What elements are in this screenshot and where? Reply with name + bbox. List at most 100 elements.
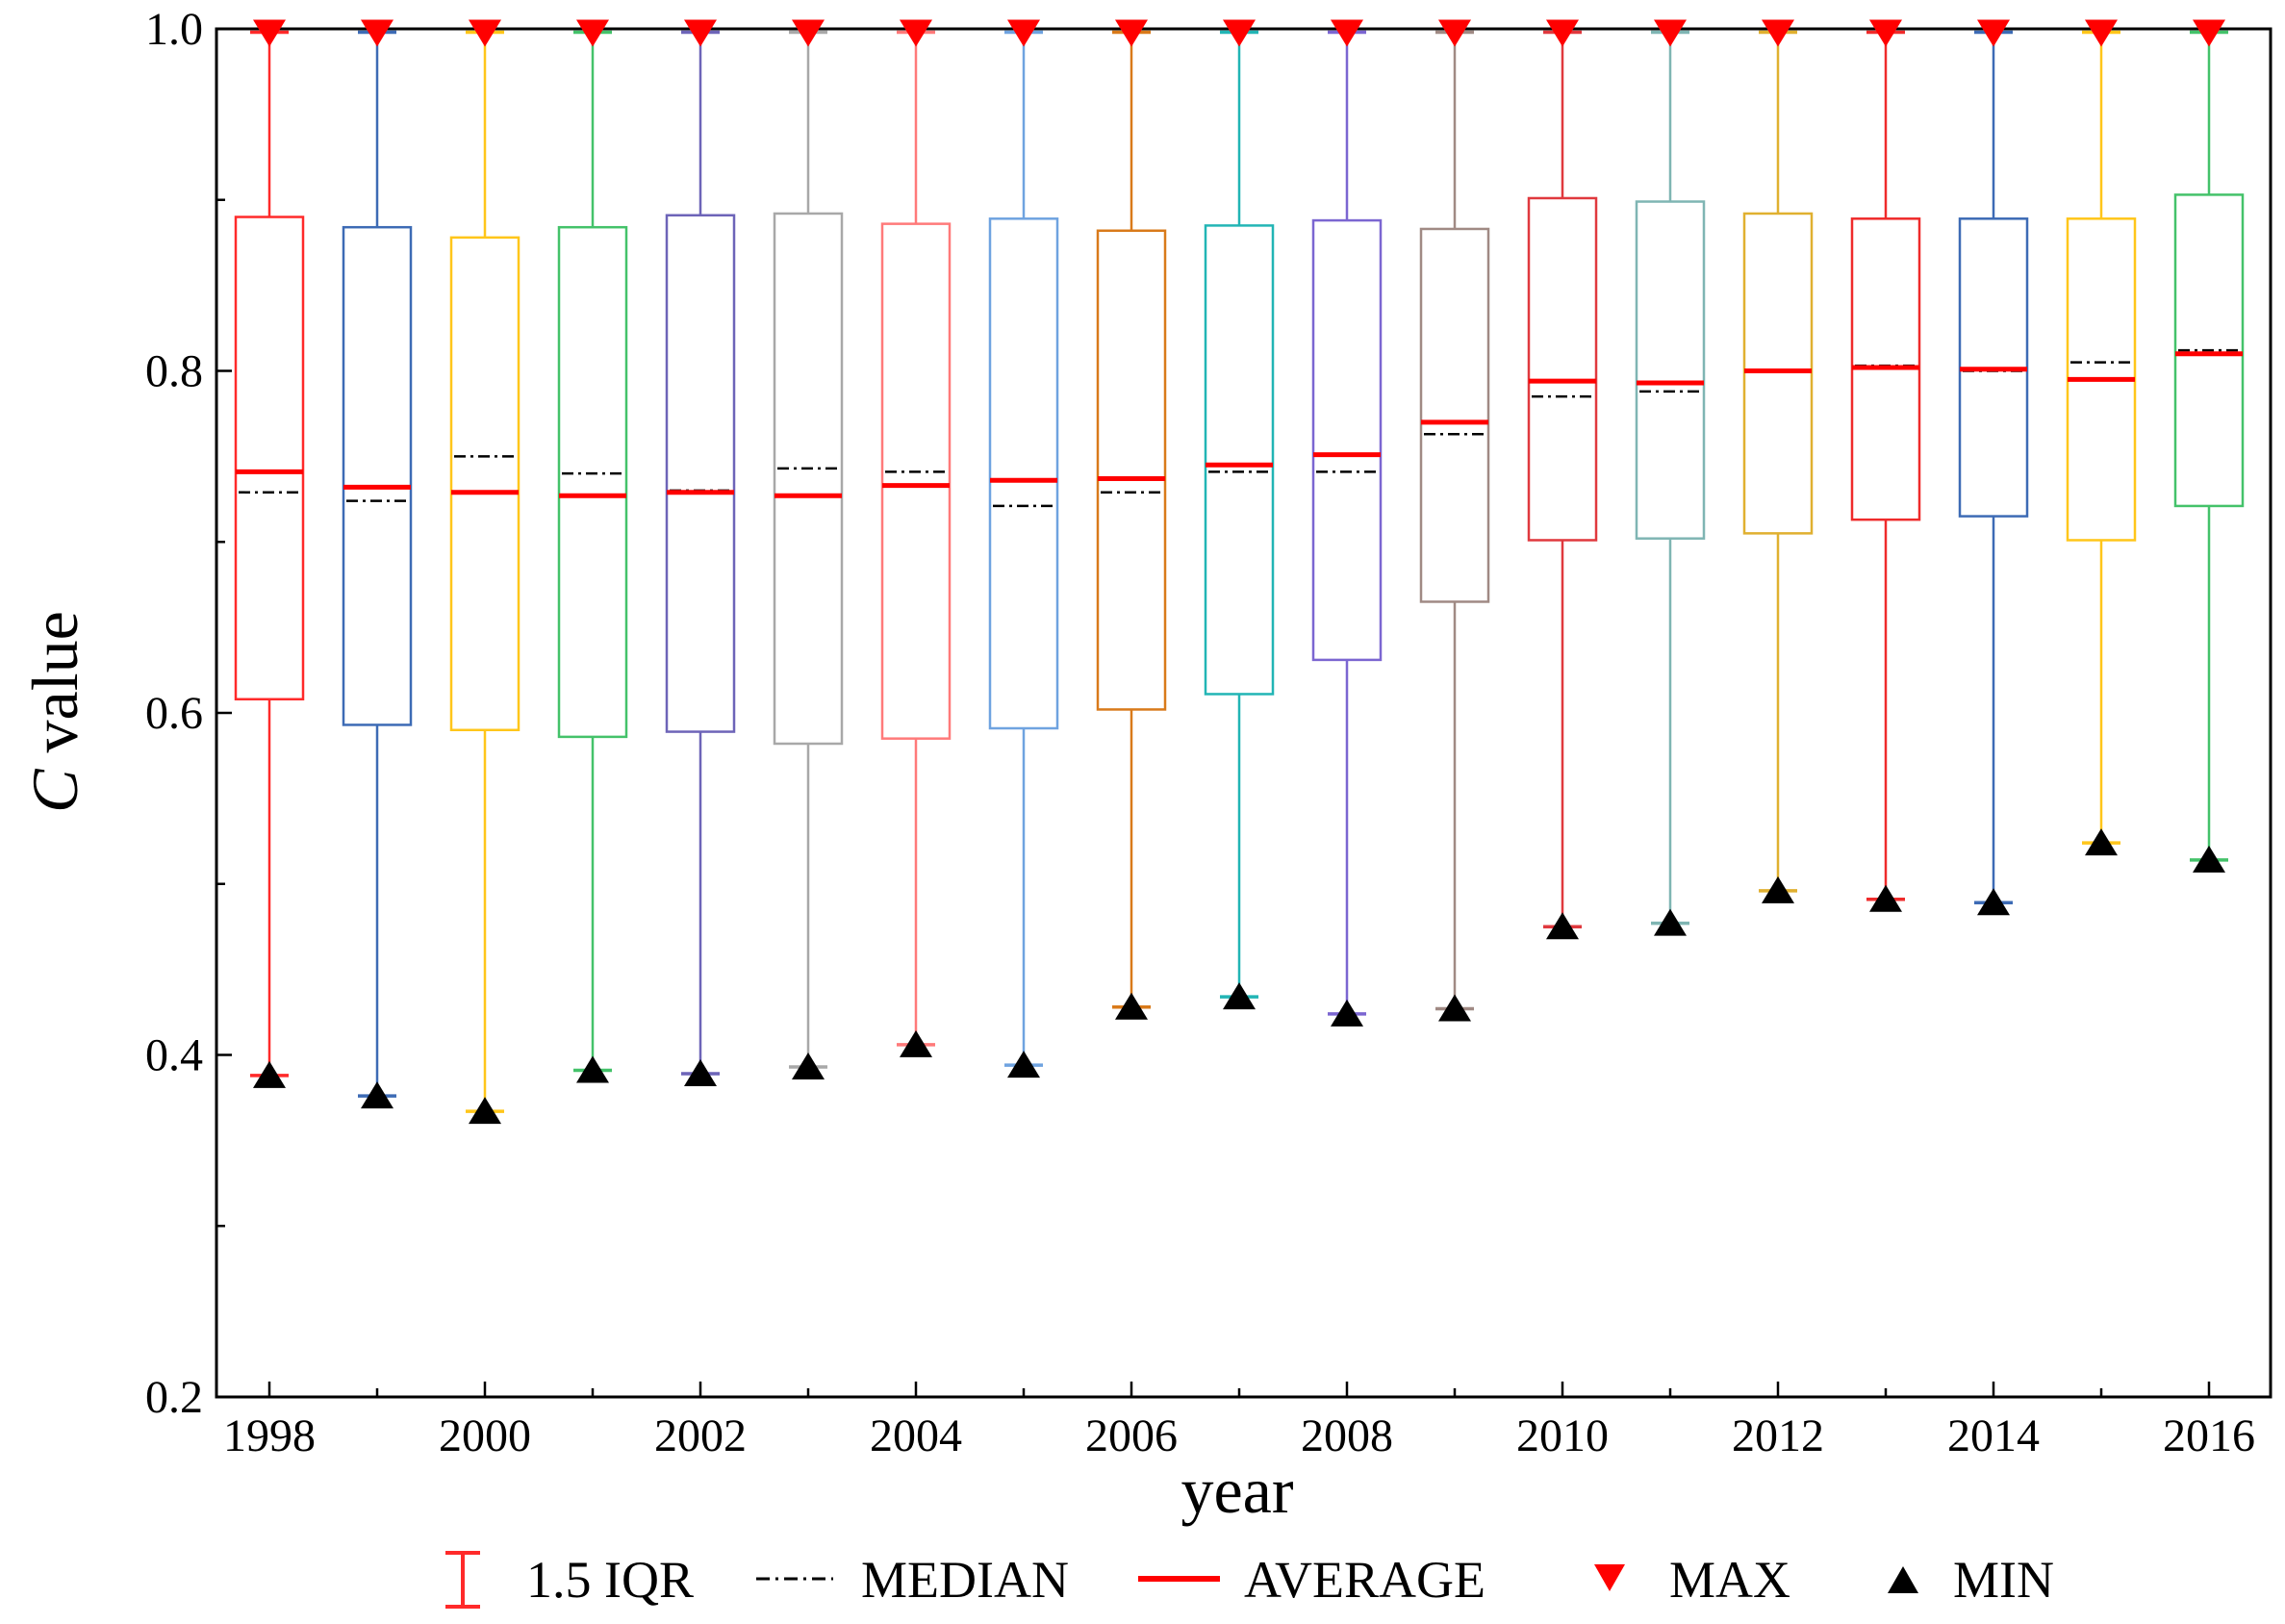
legend-label-average: AVERAGE bbox=[1244, 1551, 1485, 1609]
min-marker bbox=[1331, 999, 1363, 1027]
y-tick-label: 0.4 bbox=[145, 1030, 203, 1081]
y-tick-label: 0.2 bbox=[145, 1372, 203, 1423]
box-2005 bbox=[988, 19, 1059, 1078]
y-axis: 0.2 0.4 0.6 0.8 1.0 bbox=[145, 4, 232, 1423]
box-2014 bbox=[1958, 19, 2029, 916]
max-marker bbox=[1654, 19, 1687, 47]
iqr-box bbox=[773, 212, 844, 746]
max-marker bbox=[1438, 19, 1471, 47]
max-marker bbox=[2085, 19, 2118, 47]
y-tick-label: 1.0 bbox=[145, 4, 203, 55]
box-2009 bbox=[1419, 19, 1490, 1022]
legend-min-marker bbox=[1888, 1566, 1918, 1593]
iqr-box bbox=[880, 222, 952, 740]
max-marker bbox=[1331, 19, 1363, 47]
min-marker bbox=[900, 1029, 932, 1057]
iqr-box bbox=[1742, 212, 1814, 535]
legend: 1.5 IQR MEDIAN AVERAGE MAX MIN bbox=[445, 1551, 2054, 1609]
iqr-box bbox=[1527, 196, 1598, 542]
iqr-box bbox=[342, 225, 413, 726]
min-marker bbox=[2193, 845, 2225, 873]
legend-item-average: AVERAGE bbox=[1138, 1551, 1485, 1609]
y-tick-label: 0.8 bbox=[145, 346, 203, 397]
x-tick-label: 2002 bbox=[654, 1410, 747, 1461]
max-marker bbox=[792, 19, 825, 47]
max-marker bbox=[1546, 19, 1579, 47]
legend-item-iqr: 1.5 IQR bbox=[445, 1551, 694, 1609]
y-axis-title: C value bbox=[18, 611, 91, 813]
iqr-box bbox=[1204, 224, 1275, 696]
max-marker bbox=[1223, 19, 1256, 47]
iqr-box bbox=[988, 217, 1059, 730]
max-marker bbox=[576, 19, 609, 47]
legend-label-iqr: 1.5 IQR bbox=[526, 1551, 694, 1609]
legend-iqr-symbol bbox=[445, 1551, 480, 1609]
max-marker bbox=[469, 19, 501, 47]
min-marker bbox=[361, 1081, 394, 1109]
box-2002 bbox=[665, 19, 736, 1087]
max-marker bbox=[361, 19, 394, 47]
max-marker bbox=[1869, 19, 1902, 47]
legend-label-min: MIN bbox=[1953, 1551, 2054, 1609]
iqr-box bbox=[1311, 218, 1383, 662]
box-2007 bbox=[1204, 19, 1275, 1010]
x-tick-label: 2016 bbox=[2163, 1410, 2255, 1461]
min-marker bbox=[684, 1059, 717, 1087]
iqr-box bbox=[1635, 200, 1706, 540]
max-marker bbox=[1762, 19, 1794, 47]
max-marker bbox=[1115, 19, 1148, 47]
legend-item-min: MIN bbox=[1888, 1551, 2054, 1609]
min-marker bbox=[1869, 884, 1902, 912]
iqr-box bbox=[1419, 227, 1490, 603]
x-tick-label: 1998 bbox=[223, 1410, 316, 1461]
min-marker bbox=[1654, 908, 1687, 936]
x-axis: 1998 2000 2002 2004 2006 2008 2010 2012 2014 2016 bbox=[223, 1382, 2255, 1461]
x-tick-label: 2000 bbox=[439, 1410, 531, 1461]
box-2008 bbox=[1311, 19, 1383, 1027]
box-2003 bbox=[773, 19, 844, 1079]
min-marker bbox=[2085, 828, 2118, 856]
box-2001 bbox=[557, 19, 628, 1083]
min-marker bbox=[1438, 994, 1471, 1022]
y-tick-label: 0.6 bbox=[145, 688, 203, 739]
min-marker bbox=[792, 1052, 825, 1079]
legend-label-max: MAX bbox=[1669, 1551, 1790, 1609]
iqr-box bbox=[1096, 229, 1167, 711]
min-marker bbox=[253, 1060, 286, 1088]
box-2011 bbox=[1635, 19, 1706, 936]
box-2015 bbox=[2066, 19, 2137, 856]
x-tick-label: 2012 bbox=[1732, 1410, 1824, 1461]
max-marker bbox=[684, 19, 717, 47]
max-marker bbox=[2193, 19, 2225, 47]
plot-area bbox=[215, 19, 2272, 1399]
legend-label-median: MEDIAN bbox=[861, 1551, 1069, 1609]
x-axis-title: year bbox=[1181, 1454, 1293, 1527]
x-tick-label: 2004 bbox=[870, 1410, 962, 1461]
min-marker bbox=[1546, 912, 1579, 940]
min-marker bbox=[1007, 1051, 1040, 1078]
box-2010 bbox=[1527, 19, 1598, 940]
max-marker bbox=[253, 19, 286, 47]
min-marker bbox=[469, 1097, 501, 1125]
x-tick-label: 2010 bbox=[1516, 1410, 1609, 1461]
box-2006 bbox=[1096, 19, 1167, 1020]
x-tick-label: 2014 bbox=[1947, 1410, 2040, 1461]
box-2000 bbox=[449, 19, 520, 1125]
box-2016 bbox=[2173, 19, 2245, 873]
max-marker bbox=[900, 19, 932, 47]
iqr-box bbox=[557, 225, 628, 739]
box-1998 bbox=[234, 19, 305, 1088]
iqr-box bbox=[449, 236, 520, 732]
box-1999 bbox=[342, 19, 413, 1109]
box-2004 bbox=[880, 19, 952, 1057]
x-tick-label: 2006 bbox=[1085, 1410, 1178, 1461]
legend-item-max: MAX bbox=[1594, 1551, 1790, 1609]
min-marker bbox=[1115, 992, 1148, 1020]
box-2012 bbox=[1742, 19, 1814, 903]
legend-item-median: MEDIAN bbox=[756, 1551, 1069, 1609]
y-axis-title-rest: value bbox=[18, 611, 91, 769]
min-marker bbox=[1762, 875, 1794, 903]
iqr-box bbox=[665, 214, 736, 733]
y-axis-title-italic: C bbox=[18, 769, 91, 813]
